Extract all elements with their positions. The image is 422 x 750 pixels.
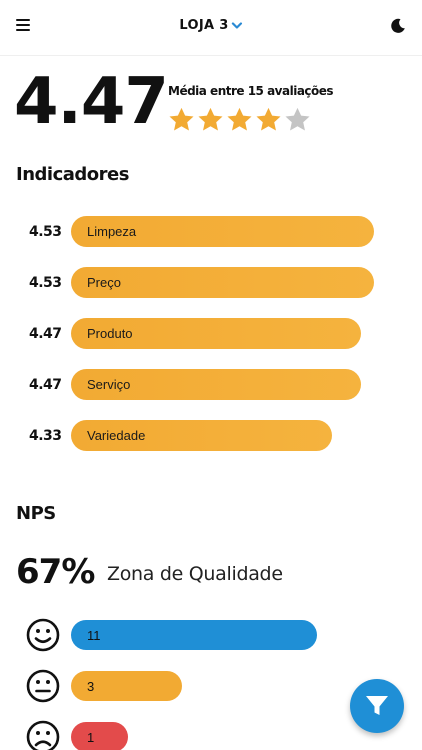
nps-count: 11 [87, 628, 101, 643]
nps-bar[interactable]: 3 [71, 671, 182, 701]
nps-title: NPS [16, 503, 56, 524]
star-filled-icon [227, 107, 252, 131]
nps-row: 11 [0, 618, 422, 652]
indicator-row: 4.33 Variedade [0, 420, 422, 452]
indicator-row: 4.53 Limpeza [0, 216, 422, 248]
nps-count: 1 [87, 730, 95, 745]
star-filled-icon [198, 107, 223, 131]
average-rating: 4.47 [14, 65, 169, 139]
top-bar: LOJA 3 [0, 0, 422, 56]
store-selector-label: LOJA 3 [179, 18, 229, 33]
chevron-down-icon [231, 21, 243, 29]
indicator-bar[interactable]: Produto [71, 318, 361, 349]
sad-face-icon [26, 720, 60, 750]
indicator-value: 4.53 [29, 224, 62, 240]
indicator-bar[interactable]: Preço [71, 267, 374, 298]
nps-row: 1 [0, 720, 422, 750]
indicator-label: Serviço [87, 377, 131, 392]
indicators-title: Indicadores [16, 164, 129, 185]
nps-count: 3 [87, 679, 95, 694]
indicator-label: Variedade [87, 428, 146, 443]
star-empty-icon [285, 107, 310, 131]
nps-score: 67% [16, 552, 95, 592]
nps-bar[interactable]: 1 [71, 722, 128, 750]
indicator-bar[interactable]: Serviço [71, 369, 361, 400]
indicator-row: 4.47 Serviço [0, 369, 422, 401]
indicator-bar[interactable]: Variedade [71, 420, 332, 451]
nps-row: 3 [0, 669, 422, 703]
indicator-value: 4.53 [29, 275, 62, 291]
rating-caption: Média entre 15 avaliações [168, 84, 334, 98]
store-selector[interactable]: LOJA 3 [179, 18, 243, 33]
indicator-value: 4.47 [29, 326, 62, 342]
indicator-label: Produto [87, 326, 133, 341]
filter-button[interactable] [350, 679, 404, 733]
moon-icon[interactable] [390, 18, 406, 34]
nps-zone: Zona de Qualidade [107, 563, 283, 585]
neutral-face-icon [26, 669, 60, 703]
happy-face-icon [26, 618, 60, 652]
indicator-bar[interactable]: Limpeza [71, 216, 374, 247]
star-filled-icon [169, 107, 194, 131]
indicator-label: Limpeza [87, 224, 137, 239]
nps-bar[interactable]: 11 [71, 620, 317, 650]
filter-icon [366, 696, 388, 715]
star-filled-icon [256, 107, 281, 131]
indicator-label: Preço [87, 275, 121, 290]
indicator-row: 4.53 Preço [0, 267, 422, 299]
hamburger-menu-icon[interactable] [16, 19, 30, 33]
indicator-row: 4.47 Produto [0, 318, 422, 350]
indicator-value: 4.33 [29, 428, 62, 444]
indicator-value: 4.47 [29, 377, 62, 393]
star-rating [167, 106, 312, 134]
